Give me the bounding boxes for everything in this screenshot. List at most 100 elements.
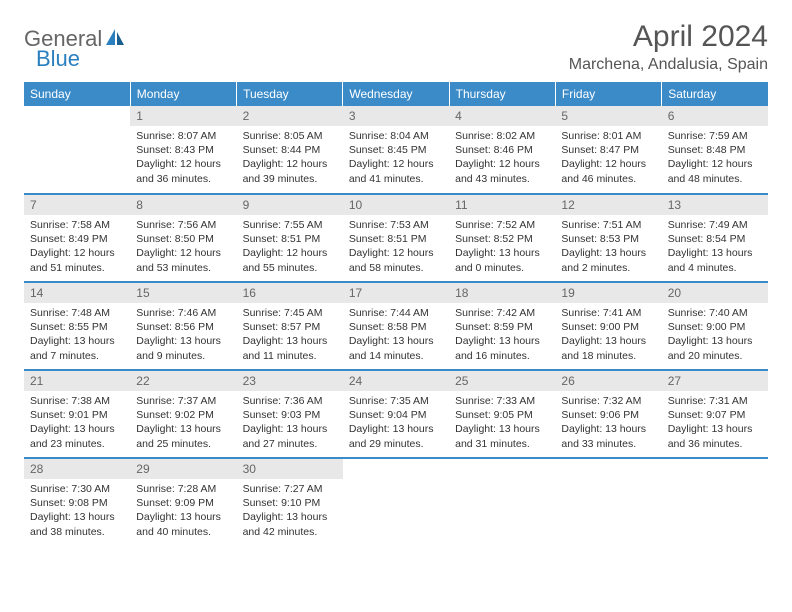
day-content: Sunrise: 8:05 AMSunset: 8:44 PMDaylight:… <box>237 126 343 189</box>
daylight-text: Daylight: 13 hours and 2 minutes. <box>561 246 655 274</box>
day-number: 14 <box>24 283 130 303</box>
day-number: 5 <box>555 106 661 126</box>
sunrise-text: Sunrise: 7:44 AM <box>349 306 443 320</box>
day-content: Sunrise: 8:07 AMSunset: 8:43 PMDaylight:… <box>130 126 236 189</box>
sunrise-text: Sunrise: 7:31 AM <box>668 394 762 408</box>
day-content: Sunrise: 7:51 AMSunset: 8:53 PMDaylight:… <box>555 215 661 278</box>
calendar-cell: 21Sunrise: 7:38 AMSunset: 9:01 PMDayligh… <box>24 370 130 458</box>
sunset-text: Sunset: 9:10 PM <box>243 496 337 510</box>
calendar-row: 1Sunrise: 8:07 AMSunset: 8:43 PMDaylight… <box>24 106 768 194</box>
sunset-text: Sunset: 9:07 PM <box>668 408 762 422</box>
calendar-cell: 29Sunrise: 7:28 AMSunset: 9:09 PMDayligh… <box>130 458 236 546</box>
sunrise-text: Sunrise: 7:46 AM <box>136 306 230 320</box>
sunrise-text: Sunrise: 7:38 AM <box>30 394 124 408</box>
day-content: Sunrise: 7:52 AMSunset: 8:52 PMDaylight:… <box>449 215 555 278</box>
day-number: 24 <box>343 371 449 391</box>
sunset-text: Sunset: 8:43 PM <box>136 143 230 157</box>
weekday-monday: Monday <box>130 82 236 106</box>
sunset-text: Sunset: 8:58 PM <box>349 320 443 334</box>
sunrise-text: Sunrise: 7:49 AM <box>668 218 762 232</box>
sunset-text: Sunset: 9:01 PM <box>30 408 124 422</box>
sunset-text: Sunset: 8:51 PM <box>349 232 443 246</box>
day-number: 3 <box>343 106 449 126</box>
sunset-text: Sunset: 9:03 PM <box>243 408 337 422</box>
sunset-text: Sunset: 8:57 PM <box>243 320 337 334</box>
daylight-text: Daylight: 12 hours and 51 minutes. <box>30 246 124 274</box>
sunset-text: Sunset: 8:48 PM <box>668 143 762 157</box>
calendar-cell <box>24 106 130 194</box>
day-number: 1 <box>130 106 236 126</box>
day-number: 30 <box>237 459 343 479</box>
weekday-saturday: Saturday <box>662 82 768 106</box>
calendar-cell: 22Sunrise: 7:37 AMSunset: 9:02 PMDayligh… <box>130 370 236 458</box>
sunset-text: Sunset: 9:09 PM <box>136 496 230 510</box>
day-number: 17 <box>343 283 449 303</box>
sunrise-text: Sunrise: 7:37 AM <box>136 394 230 408</box>
sunset-text: Sunset: 9:06 PM <box>561 408 655 422</box>
sunset-text: Sunset: 8:45 PM <box>349 143 443 157</box>
day-number: 4 <box>449 106 555 126</box>
month-title: April 2024 <box>569 20 768 54</box>
daylight-text: Daylight: 13 hours and 9 minutes. <box>136 334 230 362</box>
weekday-sunday: Sunday <box>24 82 130 106</box>
calendar-cell: 17Sunrise: 7:44 AMSunset: 8:58 PMDayligh… <box>343 282 449 370</box>
sunrise-text: Sunrise: 7:56 AM <box>136 218 230 232</box>
day-content: Sunrise: 7:36 AMSunset: 9:03 PMDaylight:… <box>237 391 343 454</box>
sunrise-text: Sunrise: 7:35 AM <box>349 394 443 408</box>
sunset-text: Sunset: 8:46 PM <box>455 143 549 157</box>
day-number: 29 <box>130 459 236 479</box>
sunset-text: Sunset: 9:08 PM <box>30 496 124 510</box>
daylight-text: Daylight: 12 hours and 55 minutes. <box>243 246 337 274</box>
day-content: Sunrise: 7:46 AMSunset: 8:56 PMDaylight:… <box>130 303 236 366</box>
day-number: 20 <box>662 283 768 303</box>
day-content: Sunrise: 7:45 AMSunset: 8:57 PMDaylight:… <box>237 303 343 366</box>
sunrise-text: Sunrise: 7:40 AM <box>668 306 762 320</box>
day-content: Sunrise: 7:42 AMSunset: 8:59 PMDaylight:… <box>449 303 555 366</box>
calendar-cell: 6Sunrise: 7:59 AMSunset: 8:48 PMDaylight… <box>662 106 768 194</box>
daylight-text: Daylight: 12 hours and 58 minutes. <box>349 246 443 274</box>
calendar-cell: 26Sunrise: 7:32 AMSunset: 9:06 PMDayligh… <box>555 370 661 458</box>
sunrise-text: Sunrise: 7:28 AM <box>136 482 230 496</box>
day-content: Sunrise: 8:02 AMSunset: 8:46 PMDaylight:… <box>449 126 555 189</box>
sunrise-text: Sunrise: 7:55 AM <box>243 218 337 232</box>
weekday-tuesday: Tuesday <box>237 82 343 106</box>
day-content: Sunrise: 7:56 AMSunset: 8:50 PMDaylight:… <box>130 215 236 278</box>
calendar-cell: 14Sunrise: 7:48 AMSunset: 8:55 PMDayligh… <box>24 282 130 370</box>
daylight-text: Daylight: 13 hours and 18 minutes. <box>561 334 655 362</box>
day-number: 27 <box>662 371 768 391</box>
sunrise-text: Sunrise: 7:27 AM <box>243 482 337 496</box>
day-content: Sunrise: 7:53 AMSunset: 8:51 PMDaylight:… <box>343 215 449 278</box>
weekday-wednesday: Wednesday <box>343 82 449 106</box>
day-content: Sunrise: 7:58 AMSunset: 8:49 PMDaylight:… <box>24 215 130 278</box>
day-content: Sunrise: 7:44 AMSunset: 8:58 PMDaylight:… <box>343 303 449 366</box>
sunset-text: Sunset: 9:00 PM <box>561 320 655 334</box>
daylight-text: Daylight: 13 hours and 36 minutes. <box>668 422 762 450</box>
sunrise-text: Sunrise: 7:48 AM <box>30 306 124 320</box>
day-content: Sunrise: 7:37 AMSunset: 9:02 PMDaylight:… <box>130 391 236 454</box>
sunset-text: Sunset: 9:05 PM <box>455 408 549 422</box>
title-block: April 2024 Marchena, Andalusia, Spain <box>569 20 768 74</box>
sunset-text: Sunset: 8:47 PM <box>561 143 655 157</box>
calendar-cell: 10Sunrise: 7:53 AMSunset: 8:51 PMDayligh… <box>343 194 449 282</box>
calendar-cell: 19Sunrise: 7:41 AMSunset: 9:00 PMDayligh… <box>555 282 661 370</box>
sunset-text: Sunset: 9:00 PM <box>668 320 762 334</box>
sunrise-text: Sunrise: 7:58 AM <box>30 218 124 232</box>
sunrise-text: Sunrise: 8:07 AM <box>136 129 230 143</box>
daylight-text: Daylight: 13 hours and 14 minutes. <box>349 334 443 362</box>
sunrise-text: Sunrise: 7:45 AM <box>243 306 337 320</box>
day-content: Sunrise: 7:55 AMSunset: 8:51 PMDaylight:… <box>237 215 343 278</box>
calendar-cell: 25Sunrise: 7:33 AMSunset: 9:05 PMDayligh… <box>449 370 555 458</box>
calendar-cell: 30Sunrise: 7:27 AMSunset: 9:10 PMDayligh… <box>237 458 343 546</box>
daylight-text: Daylight: 13 hours and 27 minutes. <box>243 422 337 450</box>
sunrise-text: Sunrise: 7:59 AM <box>668 129 762 143</box>
daylight-text: Daylight: 13 hours and 7 minutes. <box>30 334 124 362</box>
daylight-text: Daylight: 12 hours and 41 minutes. <box>349 157 443 185</box>
sunset-text: Sunset: 8:56 PM <box>136 320 230 334</box>
day-content: Sunrise: 7:35 AMSunset: 9:04 PMDaylight:… <box>343 391 449 454</box>
day-number: 9 <box>237 195 343 215</box>
day-number: 21 <box>24 371 130 391</box>
calendar-cell: 28Sunrise: 7:30 AMSunset: 9:08 PMDayligh… <box>24 458 130 546</box>
sunrise-text: Sunrise: 7:33 AM <box>455 394 549 408</box>
sunrise-text: Sunrise: 7:32 AM <box>561 394 655 408</box>
day-content: Sunrise: 7:49 AMSunset: 8:54 PMDaylight:… <box>662 215 768 278</box>
